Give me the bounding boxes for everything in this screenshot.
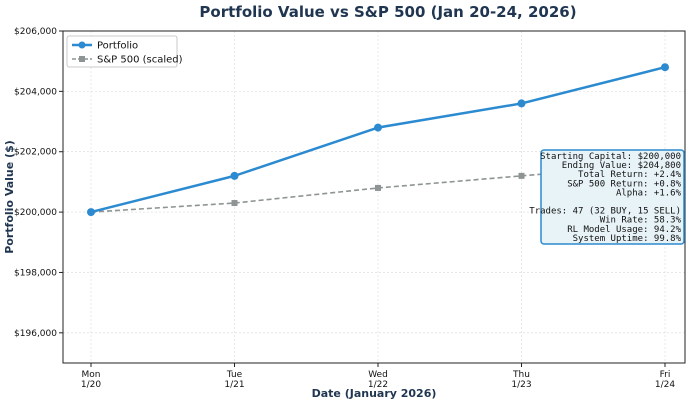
portfolio-point <box>517 99 526 108</box>
chart-title: Portfolio Value vs S&P 500 (Jan 20-24, 2… <box>199 3 576 21</box>
y-tick-label: $200,000 <box>14 208 57 218</box>
sp500-point <box>375 184 381 191</box>
x-tick-label-date: 1/24 <box>655 380 675 390</box>
y-tick-label: $206,000 <box>14 27 57 37</box>
stats-line: Win Rate: 58.3% <box>600 216 682 226</box>
stats-line: Alpha: +1.6% <box>616 188 682 198</box>
y-tick-label: $198,000 <box>14 268 57 278</box>
y-tick-label: $196,000 <box>14 329 57 339</box>
x-tick-label-day: Wed <box>368 370 388 380</box>
x-tick-label-date: 1/20 <box>81 380 101 390</box>
x-tick-label-date: 1/22 <box>368 380 388 390</box>
x-tick-label-day: Fri <box>660 370 671 380</box>
legend-label-sp500: S&P 500 (scaled) <box>97 55 183 66</box>
sp500-point <box>518 172 525 179</box>
stats-line: Ending Value: $204,800 <box>562 161 681 171</box>
stats-line: RL Model Usage: 94.2% <box>567 225 681 235</box>
legend-marker-portfolio <box>78 41 86 49</box>
y-axis-ticks: $196,000 $198,000 $200,000 $202,000 $204,000… <box>14 27 63 339</box>
legend-marker-sp500 <box>79 56 85 62</box>
portfolio-point <box>230 171 239 180</box>
legend: Portfolio S&P 500 (scaled) <box>66 35 183 68</box>
stats-line: System Uptime: 99.8% <box>573 234 682 244</box>
stats-box <box>540 149 685 245</box>
stats-line: Total Return: +2.4% <box>578 170 682 180</box>
y-tick-label: $204,000 <box>14 87 57 97</box>
plot-frame <box>62 30 686 364</box>
x-axis-label: Date (January 2026) <box>312 387 437 400</box>
stats-line: Trades: 47 (32 BUY, 15 SELL) <box>529 207 681 217</box>
portfolio-point <box>87 208 95 217</box>
x-tick-label-day: Mon <box>82 370 101 380</box>
x-tick-label-date: 1/23 <box>511 380 531 390</box>
grid <box>63 30 685 363</box>
portfolio-point <box>661 63 669 72</box>
legend-box <box>66 35 178 68</box>
sp500-point <box>231 200 238 207</box>
stats-line: Starting Capital: $200,000 <box>540 152 681 162</box>
stats-line: S&P 500 Return: +0.8% <box>567 179 681 189</box>
y-tick-label: $202,000 <box>14 148 57 158</box>
x-tick-label-day: Tue <box>226 370 243 380</box>
y-axis-label: Portfolio Value ($) <box>3 140 16 254</box>
x-tick-label-day: Thu <box>512 370 530 380</box>
portfolio-point <box>374 123 382 132</box>
legend-label-portfolio: Portfolio <box>97 41 138 52</box>
x-tick-label-date: 1/21 <box>224 380 244 390</box>
